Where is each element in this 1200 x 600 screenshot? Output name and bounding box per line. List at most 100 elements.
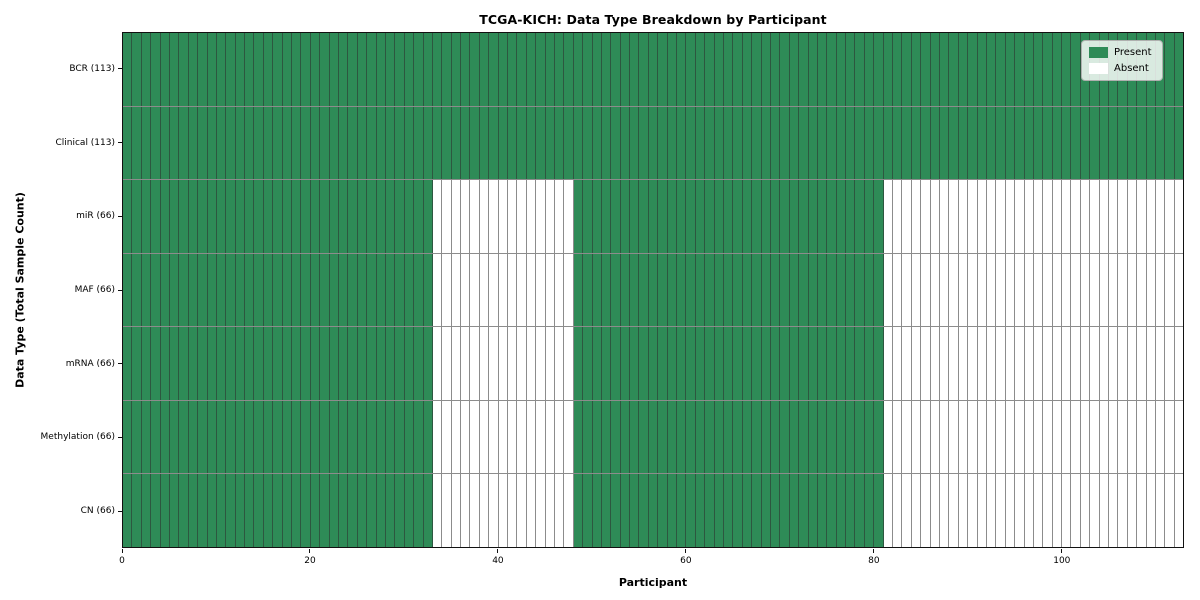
heatmap-cell: [385, 474, 396, 548]
heatmap-cell: [348, 327, 358, 400]
heatmap-cell: [554, 474, 565, 548]
heatmap-cell: [216, 106, 227, 180]
heatmap-cell: [620, 400, 631, 474]
heatmap-cell: [526, 33, 537, 106]
heatmap-cell: [648, 327, 659, 400]
heatmap-cell: [1015, 253, 1025, 327]
heatmap-cell: [301, 180, 311, 253]
heatmap-cell: [367, 400, 377, 474]
heatmap-cell: [1146, 327, 1156, 400]
heatmap-cell: [160, 327, 170, 400]
heatmap-cell: [1052, 474, 1063, 548]
heatmap-cell: [1015, 400, 1025, 474]
heatmap-cell: [705, 327, 715, 400]
heatmap-cell: [620, 106, 631, 180]
heatmap-cell: [517, 474, 527, 548]
heatmap-cell: [414, 400, 424, 474]
heatmap-cell: [695, 474, 706, 548]
heatmap-cell: [911, 327, 922, 400]
heatmap-cell: [169, 253, 180, 327]
heatmap-cell: [517, 180, 527, 253]
y-tick: miR (66): [0, 179, 122, 253]
heatmap-cell: [245, 106, 255, 180]
heatmap-cell: [263, 400, 274, 474]
x-tick-label: 80: [868, 556, 880, 566]
heatmap-cell: [724, 253, 734, 327]
heatmap-cell: [451, 400, 462, 474]
heatmap-cell: [498, 474, 509, 548]
heatmap-cell: [235, 106, 246, 180]
heatmap-cell: [714, 253, 724, 327]
heatmap-cell: [479, 253, 490, 327]
heatmap-cell: [1155, 253, 1166, 327]
heatmap-cell: [432, 106, 443, 180]
heatmap-cell: [939, 180, 950, 253]
heatmap-cell: [592, 180, 602, 253]
heatmap-cell: [836, 253, 847, 327]
heatmap-cell: [554, 400, 565, 474]
heatmap-cell: [526, 180, 537, 253]
heatmap-cell: [282, 33, 293, 106]
heatmap-cell: [141, 106, 152, 180]
heatmap-cell: [1109, 180, 1119, 253]
heatmap-cell: [1033, 106, 1044, 180]
heatmap-cell: [367, 253, 377, 327]
heatmap-cell: [902, 33, 912, 106]
heatmap-cell: [705, 180, 715, 253]
heatmap-cell: [1062, 33, 1072, 106]
heatmap-cell: [846, 253, 856, 327]
heatmap-cell: [470, 253, 480, 327]
heatmap-cell: [846, 400, 856, 474]
heatmap-cell: [385, 253, 396, 327]
heatmap-cell: [1024, 253, 1034, 327]
heatmap-cell: [958, 180, 969, 253]
heatmap-cell: [968, 474, 978, 548]
heatmap-cell: [846, 180, 856, 253]
heatmap-cell: [310, 400, 321, 474]
y-tick: Clinical (113): [0, 106, 122, 180]
heatmap-cell: [846, 474, 856, 548]
heatmap-cell: [385, 106, 396, 180]
heatmap-cell: [385, 327, 396, 400]
heatmap-cell: [329, 474, 339, 548]
heatmap-cell: [573, 253, 584, 327]
heatmap-cell: [977, 33, 987, 106]
heatmap-cell: [1024, 180, 1034, 253]
heatmap-cell: [470, 33, 480, 106]
heatmap-cell: [338, 327, 349, 400]
heatmap-cell: [921, 253, 931, 327]
heatmap-cell: [658, 474, 668, 548]
heatmap-cell: [968, 400, 978, 474]
heatmap-cell: [292, 106, 302, 180]
heatmap-cell: [883, 327, 894, 400]
heatmap-cell: [235, 474, 246, 548]
heatmap-cell: [536, 33, 546, 106]
heatmap-cell: [432, 327, 443, 400]
heatmap-cell: [630, 33, 640, 106]
heatmap-row: [123, 400, 1184, 475]
heatmap-cell: [1146, 106, 1156, 180]
heatmap-row: [123, 327, 1184, 401]
heatmap-cell: [1005, 106, 1016, 180]
heatmap-cell: [770, 400, 781, 474]
heatmap-cell: [188, 474, 199, 548]
heatmap-cell: [601, 253, 612, 327]
heatmap-cell: [883, 106, 894, 180]
heatmap-cell: [601, 180, 612, 253]
heatmap-cell: [151, 253, 161, 327]
heatmap-cell: [282, 327, 293, 400]
y-tick-mark: [118, 68, 122, 70]
heatmap-cell: [1033, 327, 1044, 400]
heatmap-cell: [1043, 253, 1053, 327]
heatmap-cell: [639, 106, 649, 180]
heatmap-cell: [724, 474, 734, 548]
heatmap-cell: [179, 474, 189, 548]
heatmap-cell: [357, 180, 368, 253]
heatmap-cell: [329, 180, 339, 253]
heatmap-cell: [1033, 253, 1044, 327]
heatmap-cell: [376, 106, 386, 180]
x-axis-label: Participant: [618, 576, 688, 589]
heatmap-cell: [733, 106, 743, 180]
heatmap-cell: [367, 327, 377, 400]
heatmap-cell: [1005, 400, 1016, 474]
